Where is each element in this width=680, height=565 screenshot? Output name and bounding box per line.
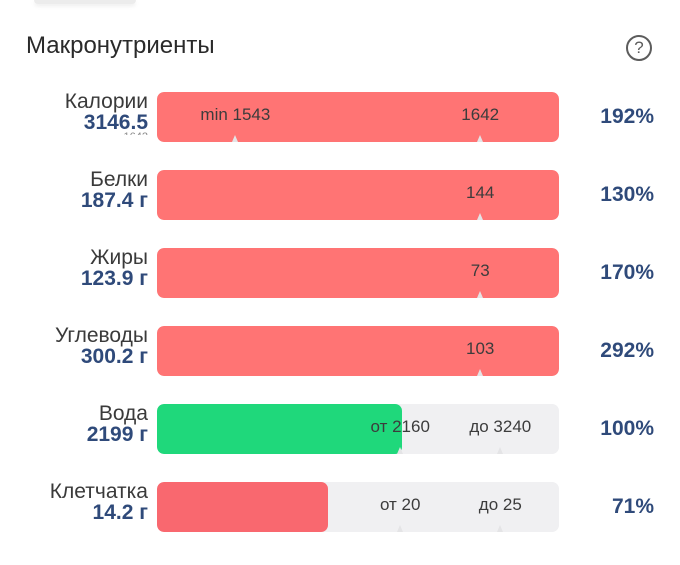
macro-value: 2199 г	[86, 423, 148, 446]
target-tick	[397, 447, 404, 454]
target-tick	[477, 291, 484, 298]
progress-fill	[157, 326, 559, 376]
macro-percent: 130%	[600, 183, 654, 206]
target-tick	[477, 369, 484, 376]
macro-row-protein: Белки 187.4 г 144 130%	[0, 168, 680, 229]
macro-percent: 192%	[600, 105, 654, 128]
progress-fill	[157, 482, 328, 532]
progress-fill	[157, 170, 559, 220]
target-tick	[477, 213, 484, 220]
target-marker-label: от 20	[379, 495, 421, 514]
target-marker-label: 73	[470, 261, 490, 280]
target-marker-label: до 25	[478, 495, 522, 514]
macro-value: 300.2 г	[80, 345, 148, 368]
progress-fill	[157, 404, 403, 454]
target-marker-label: min 1543	[200, 105, 271, 124]
macro-row-carbs: Углеводы 300.2 г 103 292%	[0, 324, 680, 385]
target-marker-label: 144	[466, 183, 495, 202]
macro-value: 123.9 г	[80, 267, 148, 290]
target-tick	[477, 135, 484, 142]
macro-percent: 71%	[611, 495, 654, 518]
progress-fill	[157, 248, 559, 298]
macro-label: Калории	[64, 90, 148, 113]
target-tick	[497, 447, 504, 454]
macro-row-fat: Жиры 123.9 г 73 170%	[0, 246, 680, 307]
macro-percent: 170%	[600, 261, 654, 284]
macro-row-fiber: Клетчатка 14.2 г от 20 до 25 71%	[0, 480, 680, 541]
macro-value: 3146.5	[83, 111, 148, 134]
progress-bar: от 20 до 25	[157, 482, 559, 532]
target-marker-label: до 3240	[469, 417, 532, 436]
clipped-target-text: 1642	[124, 131, 148, 135]
target-tick	[397, 525, 404, 532]
macro-percent: 292%	[600, 339, 654, 362]
macro-label: Белки	[90, 168, 148, 191]
macro-label: Жиры	[90, 246, 148, 269]
page-title: Макронутриенты	[26, 32, 215, 59]
progress-bar: 103	[157, 326, 559, 376]
previous-card-edge	[34, 0, 136, 4]
target-marker-label: 103	[466, 339, 495, 358]
target-tick	[497, 525, 504, 532]
progress-bar: от 2160 до 3240	[157, 404, 559, 454]
macro-label: Углеводы	[54, 324, 148, 347]
progress-bar: min 1543 1642	[157, 92, 559, 142]
help-icon[interactable]: ?	[626, 35, 652, 61]
target-tick	[232, 135, 239, 142]
progress-fill	[157, 92, 559, 142]
macro-value: 14.2 г	[92, 501, 148, 524]
progress-bar: 144	[157, 170, 559, 220]
target-marker-label: от 2160	[370, 417, 430, 436]
macro-value: 187.4 г	[80, 189, 148, 212]
macro-row-water: Вода 2199 г от 2160 до 3240 100%	[0, 402, 680, 463]
progress-bar: 73	[157, 248, 559, 298]
macro-label: Клетчатка	[49, 480, 148, 503]
target-marker-label: 1642	[461, 105, 500, 124]
macro-label: Вода	[98, 402, 148, 425]
macro-percent: 100%	[600, 417, 654, 440]
